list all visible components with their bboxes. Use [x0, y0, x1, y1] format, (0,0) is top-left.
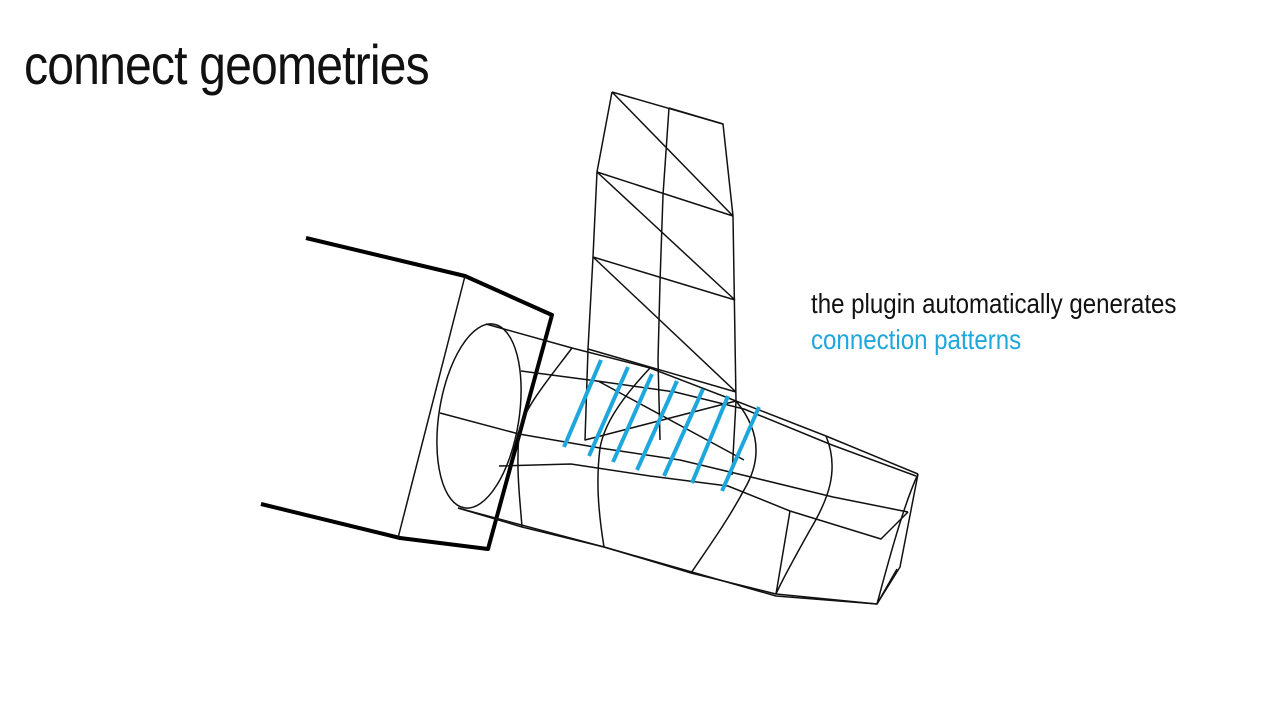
connection-line [690, 395, 730, 484]
tube-mesh [439, 323, 919, 605]
connection-line [611, 373, 654, 463]
connection-line [635, 380, 679, 471]
slide-title: connect geometries [24, 33, 430, 96]
tube-end-ellipse [436, 323, 522, 509]
caption-line-2-highlight: connection patterns [811, 324, 1022, 355]
fin-mesh [584, 91, 745, 476]
caption: the plugin automatically generates conne… [811, 286, 1176, 358]
connection-line [562, 359, 603, 448]
connection-line [587, 366, 630, 457]
connection-pattern [562, 359, 761, 492]
connection-line [720, 406, 761, 492]
connection-line [662, 388, 705, 477]
caption-line-1: the plugin automatically generates [811, 288, 1177, 319]
end-plate [397, 275, 466, 539]
